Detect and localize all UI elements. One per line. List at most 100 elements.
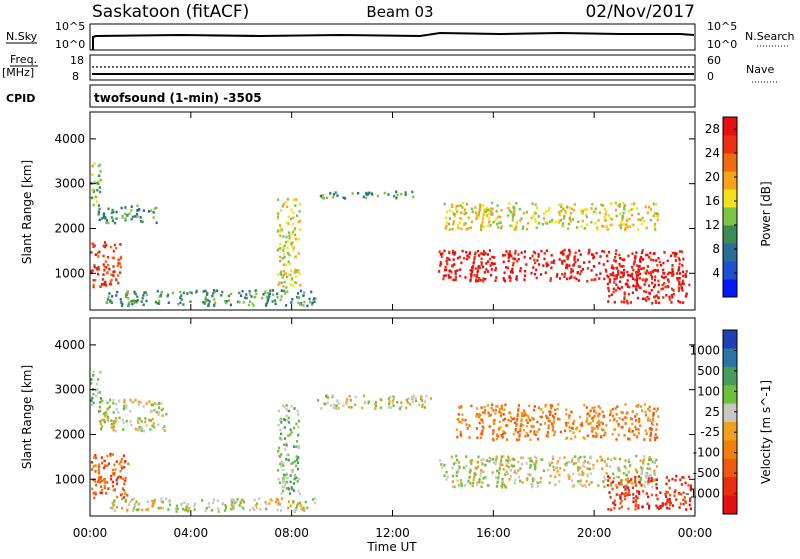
power-cell: [552, 261, 555, 265]
velocity-cell: [617, 424, 620, 428]
velocity-cell: [165, 497, 168, 500]
velocity-cell: [500, 485, 503, 488]
power-cell: [438, 250, 441, 254]
cpid-text: twofsound (1-min) -3505: [94, 91, 262, 105]
power-cell: [623, 293, 626, 296]
power-cell: [558, 258, 561, 261]
power-cell: [598, 277, 601, 280]
velocity-cell: [667, 479, 671, 482]
velocity-cell: [232, 505, 235, 508]
power-cell: [495, 210, 498, 213]
power-cell: [482, 279, 485, 283]
velocity-cell: [595, 425, 599, 428]
power-cell: [513, 213, 516, 216]
power-cell: [267, 297, 270, 300]
velocity-cell: [124, 460, 127, 463]
velocity-cell: [468, 436, 471, 439]
power-cell: [576, 271, 579, 274]
velocity-cell: [545, 434, 548, 438]
velocity-cell: [258, 497, 261, 500]
velocity-cell: [532, 479, 535, 483]
power-cell: [523, 250, 526, 253]
velocity-cell: [600, 459, 603, 462]
velocity-cell: [132, 497, 135, 501]
velocity-cell: [498, 407, 501, 411]
velocity-cell: [641, 505, 644, 508]
power-cell: [281, 205, 284, 208]
velocity-cell: [111, 501, 114, 505]
velocity-cell: [589, 472, 593, 475]
velocity-cell: [106, 418, 109, 421]
power-cell: [351, 192, 354, 195]
power-cell: [618, 203, 621, 206]
velocity-cell: [115, 460, 118, 463]
velocity-cell: [124, 476, 127, 480]
colorbar-segment: [723, 495, 737, 515]
velocity-cell: [675, 498, 678, 501]
velocity-cell: [411, 397, 414, 401]
velocity-cell: [645, 492, 648, 495]
power-cell: [204, 300, 207, 303]
power-cell: [281, 257, 284, 260]
power-cell: [652, 214, 655, 218]
power-cell: [626, 299, 629, 303]
power-cell: [562, 253, 565, 256]
velocity-cell: [588, 414, 591, 418]
velocity-cell: [514, 429, 517, 433]
nsearch-top-tick: 10^5: [707, 20, 737, 33]
velocity-cell: [635, 435, 638, 438]
velocity-cell: [169, 503, 172, 507]
power-cell: [674, 259, 677, 262]
velocity-cell: [606, 457, 609, 461]
power-cell: [445, 224, 448, 228]
power-cell: [497, 226, 500, 229]
velocity-cell: [525, 418, 528, 422]
velocity-cell: [465, 455, 468, 458]
power-cell: [134, 215, 137, 218]
velocity-cell: [588, 462, 591, 465]
velocity-cell: [506, 472, 510, 476]
power-cell: [442, 277, 445, 281]
power-cell: [92, 285, 95, 289]
power-cell: [654, 299, 657, 303]
power-cell: [529, 257, 532, 260]
power-cell: [282, 263, 285, 267]
velocity-cell: [97, 469, 101, 473]
velocity-cell: [620, 499, 623, 502]
power-cell: [613, 274, 616, 278]
velocity-cell: [553, 430, 556, 434]
power-cell: [128, 212, 131, 215]
power-cell: [136, 299, 139, 302]
velocity-cell: [579, 423, 582, 426]
velocity-cell: [628, 438, 631, 441]
velocity-cell: [571, 459, 574, 463]
power-cell: [282, 246, 285, 250]
power-cell: [647, 205, 651, 209]
velocity-cell: [640, 473, 643, 476]
velocity-cell: [470, 404, 473, 408]
power-cell: [490, 213, 493, 217]
power-cell: [277, 212, 280, 215]
power-cell: [636, 278, 639, 281]
velocity-cell: [157, 411, 160, 414]
power-cell: [639, 260, 642, 263]
colorbar-tick-label: -100: [693, 446, 720, 460]
power-cell: [509, 279, 512, 283]
velocity-cell: [502, 433, 505, 436]
velocity-cell: [110, 419, 113, 422]
velocity-cell: [688, 499, 692, 503]
nave-label: Nave: [746, 63, 774, 76]
power-cell: [627, 254, 630, 258]
power-cell: [190, 291, 193, 295]
velocity-cell: [597, 405, 600, 408]
velocity-cell: [457, 470, 460, 474]
velocity-cell: [280, 492, 283, 495]
velocity-cell: [656, 506, 659, 509]
power-cell: [473, 274, 476, 277]
velocity-cell: [531, 477, 534, 481]
velocity-cell: [136, 419, 139, 422]
velocity-cell: [645, 472, 648, 475]
velocity-cell: [647, 407, 650, 411]
velocity-cell: [529, 430, 532, 433]
velocity-cell: [500, 407, 503, 410]
